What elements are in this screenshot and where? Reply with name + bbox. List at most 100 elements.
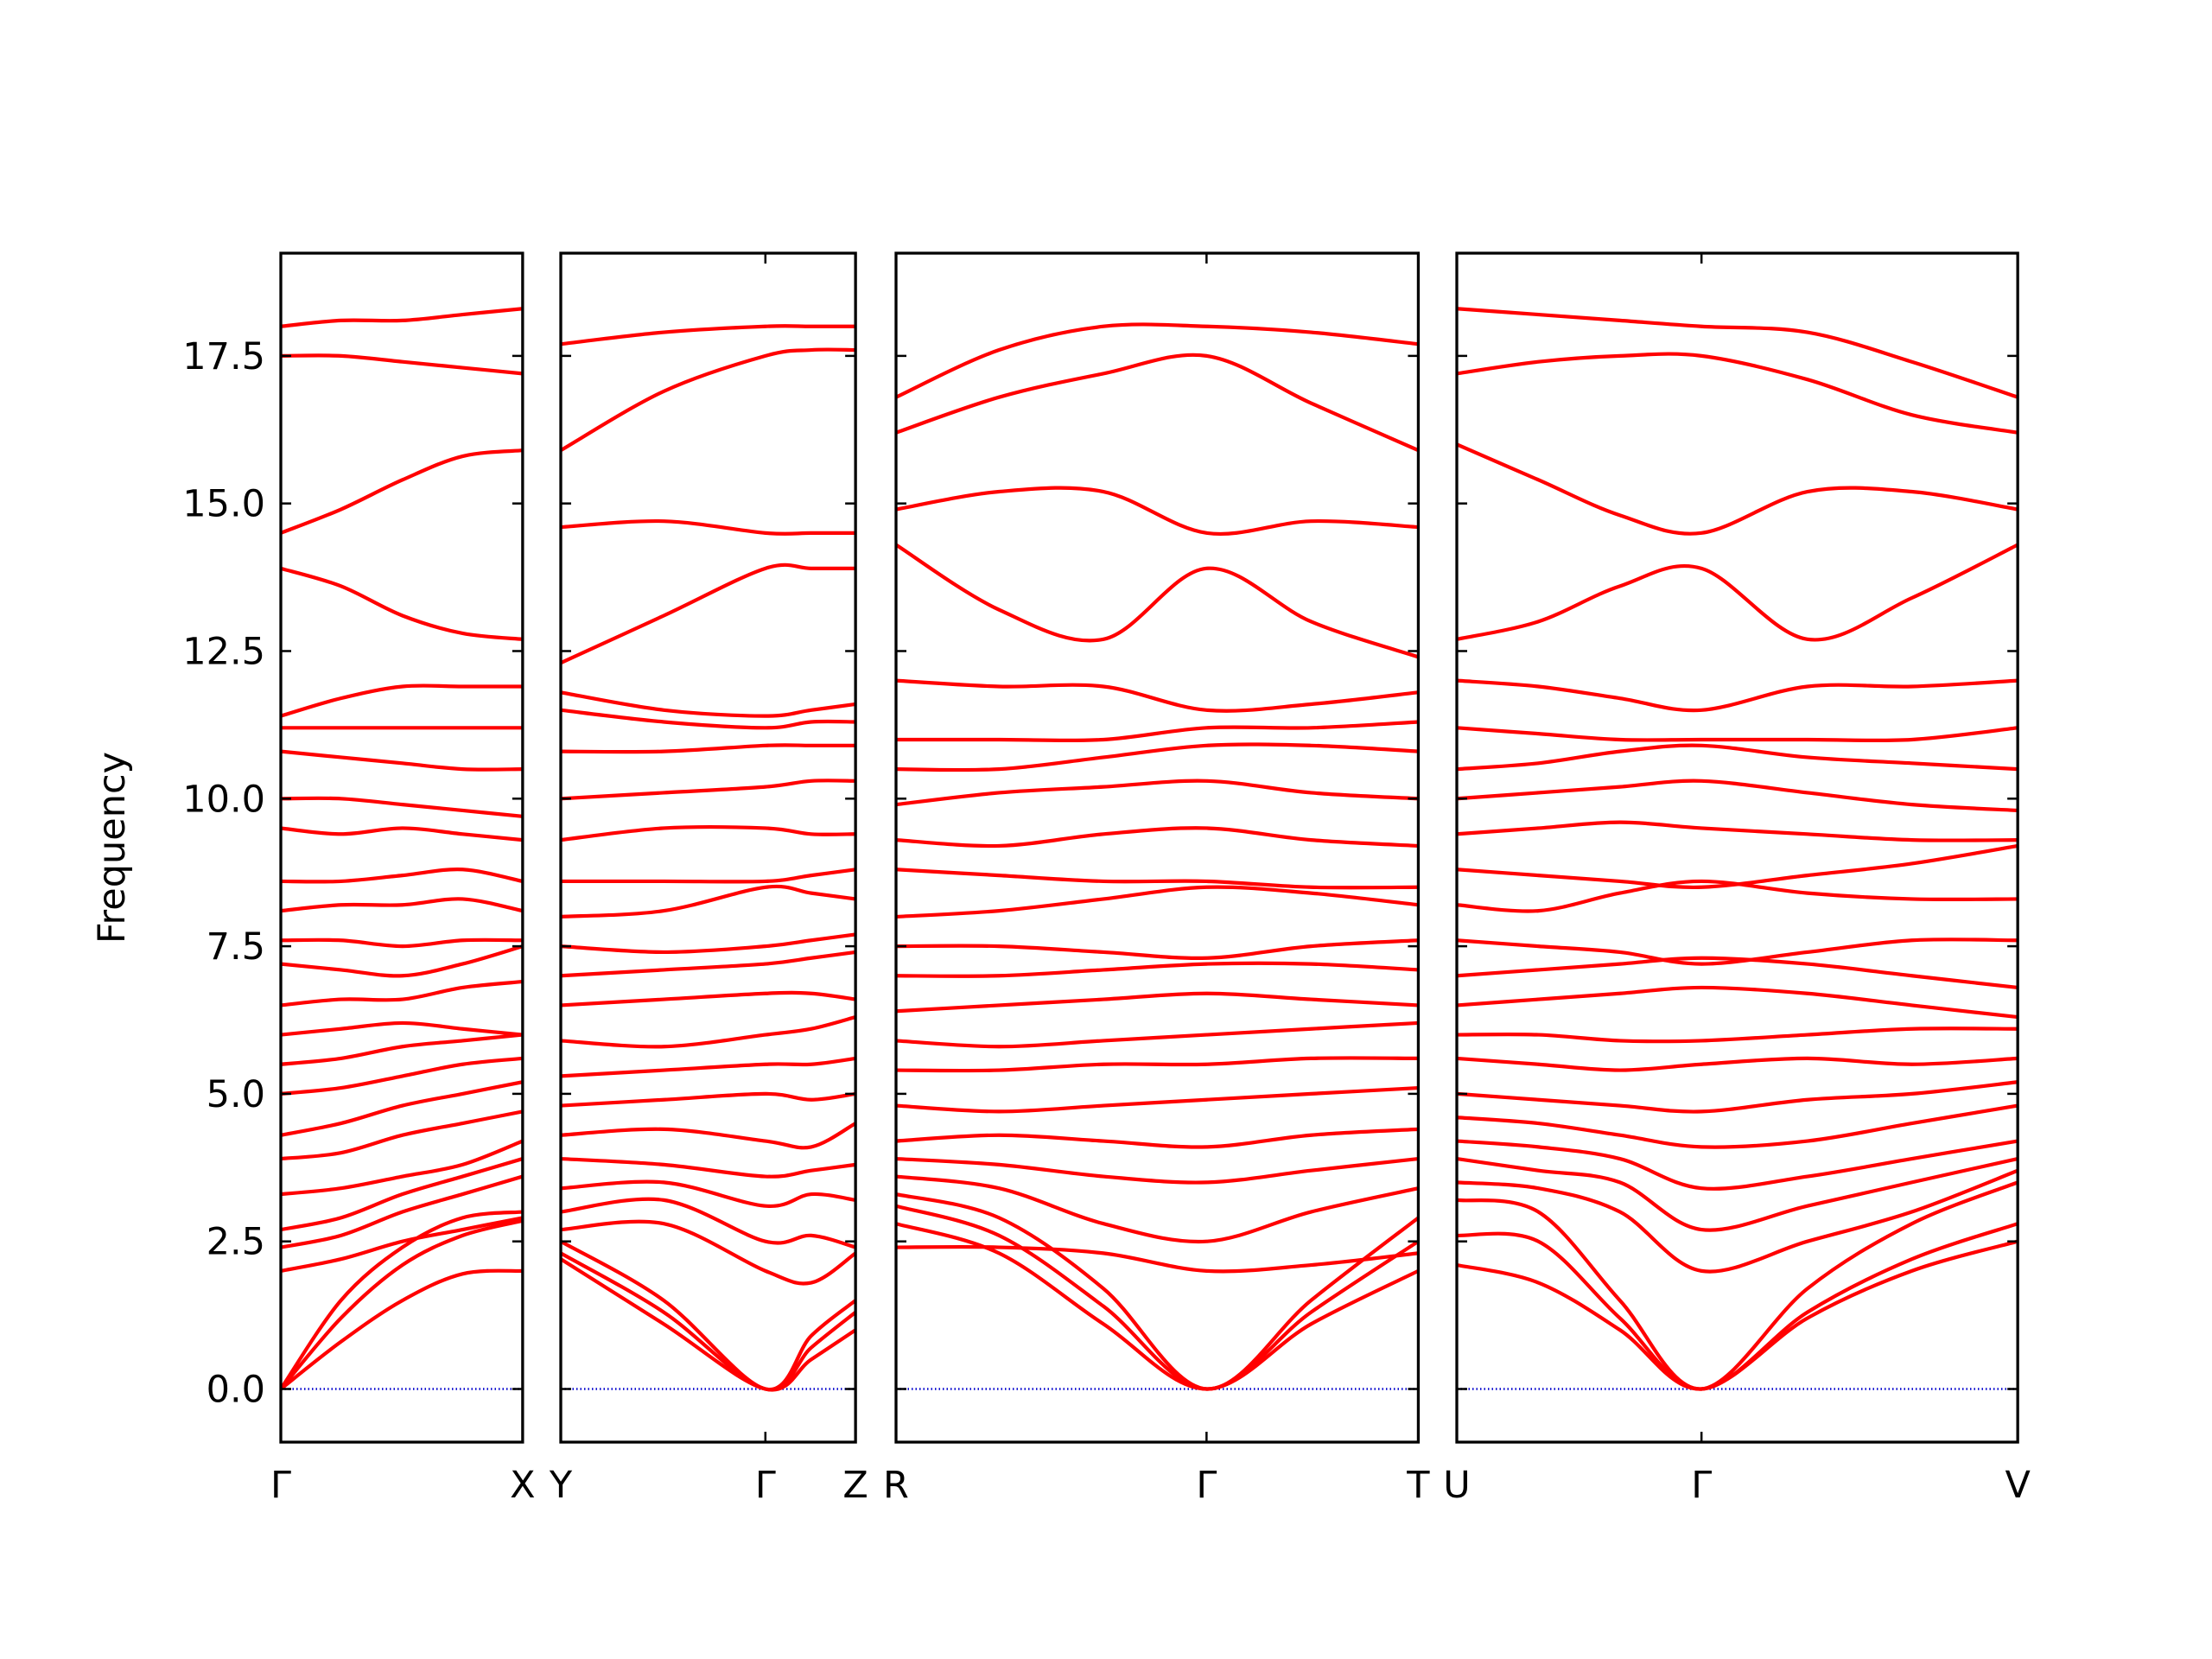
band-line <box>281 868 523 884</box>
x-tick-label: Γ <box>1691 1464 1712 1507</box>
band-line <box>281 826 523 842</box>
band-line <box>281 897 523 913</box>
band-line <box>896 1192 1419 1391</box>
band-line <box>1457 820 2018 842</box>
band-line <box>561 1219 856 1286</box>
band-line <box>281 1174 523 1249</box>
band-line <box>561 690 856 718</box>
band-line <box>896 1085 1419 1114</box>
axes-frame <box>894 251 1421 1444</box>
band-line <box>896 1222 1419 1391</box>
x-tick-label: Γ <box>270 1464 291 1507</box>
band-line <box>561 518 856 536</box>
band-line <box>561 932 856 955</box>
band-line <box>281 749 523 772</box>
band-line <box>281 1139 523 1197</box>
x-tick-label: X <box>510 1464 535 1507</box>
band-line <box>896 720 1419 743</box>
band-line <box>561 1197 856 1249</box>
x-tick-label: Γ <box>1196 1464 1217 1507</box>
band-line <box>281 1080 523 1137</box>
band-line <box>1457 1139 2018 1191</box>
band-line <box>896 742 1419 772</box>
band-line <box>896 885 1419 919</box>
y-tick-label: 10.0 <box>182 778 265 821</box>
band-line <box>281 1157 523 1232</box>
band-line <box>561 825 856 842</box>
band-line <box>281 938 523 949</box>
band-line <box>896 779 1419 807</box>
band-line <box>561 1239 856 1392</box>
y-tick-label: 5.0 <box>207 1073 265 1116</box>
y-axis-label: Frequency <box>91 752 134 944</box>
x-tick-label: Z <box>842 1464 868 1507</box>
band-line <box>896 543 1419 659</box>
band-line <box>1457 1180 2018 1391</box>
band-line <box>561 884 856 919</box>
x-tick-label: Y <box>549 1464 573 1507</box>
band-line <box>1457 1080 2018 1114</box>
x-tick-label: T <box>1406 1464 1430 1507</box>
band-line <box>896 678 1419 713</box>
band-line <box>561 708 856 730</box>
y-tick-label: 12.5 <box>182 630 265 673</box>
band-line <box>281 1216 523 1273</box>
band-line <box>896 1020 1419 1049</box>
band-line <box>896 1127 1419 1149</box>
band-line <box>1457 879 2018 913</box>
band-line <box>896 486 1419 536</box>
band-line <box>281 1210 523 1390</box>
band-line <box>896 868 1419 890</box>
band-line <box>561 990 856 1007</box>
y-tick-label: 0.0 <box>207 1369 265 1412</box>
band-line <box>1457 1168 2018 1274</box>
band-line <box>281 353 523 376</box>
x-tick-label: V <box>2005 1464 2031 1507</box>
band-line <box>1457 307 2018 399</box>
band-line <box>1457 352 2018 435</box>
band-line <box>561 1179 856 1208</box>
band-line <box>896 938 1419 961</box>
band-line <box>1457 938 2018 966</box>
band-line <box>281 796 523 818</box>
band-line <box>561 779 856 801</box>
band-line <box>281 980 523 1007</box>
band-line <box>896 826 1419 849</box>
band-line <box>1457 843 2018 890</box>
y-tick-label: 2.5 <box>207 1221 265 1264</box>
band-line <box>896 1056 1419 1073</box>
x-tick-label: Γ <box>755 1464 776 1507</box>
band-line <box>561 950 856 978</box>
band-line <box>281 944 523 978</box>
y-tick-label: 17.5 <box>182 335 265 378</box>
band-line <box>561 1056 856 1078</box>
band-line <box>281 1218 523 1390</box>
band-line <box>561 1091 856 1108</box>
band-line <box>561 1251 856 1392</box>
band-line <box>281 448 523 535</box>
band-line <box>281 1109 523 1161</box>
band-line <box>561 1015 856 1049</box>
band-line <box>896 1156 1419 1185</box>
band-line <box>281 683 523 718</box>
band-line <box>1457 779 2018 813</box>
band-line <box>561 1156 856 1179</box>
band-line <box>561 347 856 453</box>
band-line <box>1457 1056 2018 1072</box>
band-line <box>561 868 856 884</box>
band-line <box>896 1244 1419 1274</box>
band-line <box>561 743 856 754</box>
band-line <box>561 324 856 346</box>
axes-frame <box>559 251 857 1444</box>
band-line <box>1457 985 2018 1020</box>
band-line <box>1457 726 2018 743</box>
band-line <box>896 991 1419 1014</box>
x-tick-label: R <box>883 1464 909 1507</box>
band-line <box>1457 743 2018 772</box>
band-line <box>281 1268 523 1391</box>
band-line <box>896 353 1419 453</box>
band-line <box>1457 678 2018 713</box>
band-line <box>1457 1027 2018 1044</box>
